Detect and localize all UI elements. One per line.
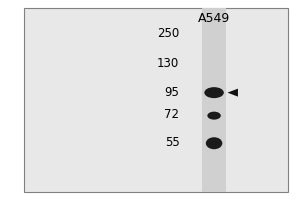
Text: 72: 72 — [164, 108, 179, 121]
Text: 130: 130 — [157, 57, 179, 70]
Text: 250: 250 — [157, 27, 179, 40]
Ellipse shape — [206, 137, 222, 149]
Polygon shape — [227, 89, 238, 97]
FancyBboxPatch shape — [24, 8, 288, 192]
Ellipse shape — [204, 87, 224, 98]
Ellipse shape — [207, 112, 221, 120]
Text: 95: 95 — [164, 86, 179, 99]
Text: A549: A549 — [198, 12, 230, 25]
Bar — [202, 8, 226, 192]
Text: 55: 55 — [165, 136, 179, 149]
